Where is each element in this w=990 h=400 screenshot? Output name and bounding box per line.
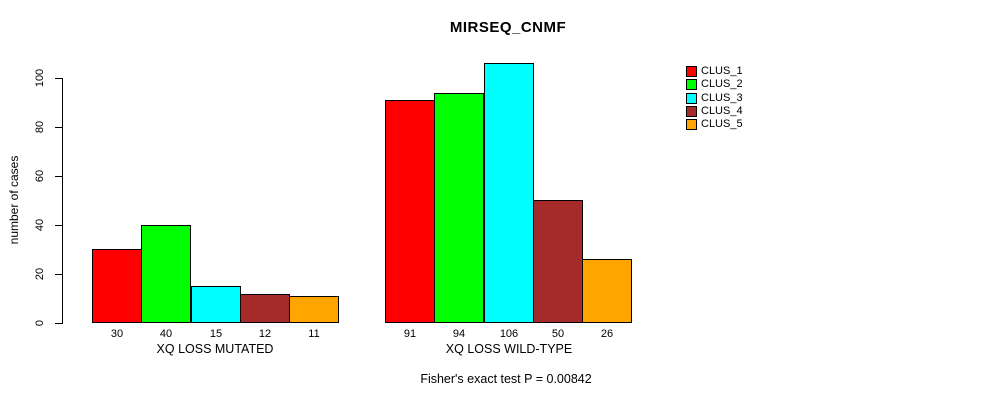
bar-clus_3-group1 <box>191 286 241 323</box>
y-axis-line <box>62 78 63 324</box>
legend-label-clus_4: CLUS_4 <box>701 105 743 117</box>
bar-value-label: 50 <box>551 328 565 340</box>
legend-label-clus_2: CLUS_2 <box>701 78 743 90</box>
legend-swatch-clus_2 <box>686 79 697 90</box>
bar-clus_4-group1 <box>240 294 290 323</box>
y-axis-tick <box>55 225 62 226</box>
y-axis-title: number of cases <box>7 155 21 245</box>
bar-clus_3-group2 <box>484 63 534 323</box>
x-group-label-wildtype: XQ LOSS WILD-TYPE <box>445 342 573 356</box>
x-group-label-mutated: XQ LOSS MUTATED <box>156 342 274 356</box>
bar-value-label: 12 <box>258 328 272 340</box>
bar-clus_1-group2 <box>385 100 435 323</box>
bar-value-label: 30 <box>110 328 124 340</box>
y-axis-tick <box>55 127 62 128</box>
legend-label-clus_1: CLUS_1 <box>701 65 743 77</box>
y-axis-tick-label: 0 <box>34 319 46 327</box>
bar-value-label: 11 <box>308 328 320 340</box>
fisher-test-annotation: Fisher's exact test P = 0.00842 <box>420 372 592 386</box>
y-axis-tick-label: 40 <box>34 218 46 232</box>
y-axis-tick-label: 20 <box>34 267 46 281</box>
bar-clus_5-group2 <box>582 259 632 323</box>
y-axis-tick <box>55 323 62 324</box>
bar-clus_5-group1 <box>289 296 339 323</box>
legend-swatch-clus_3 <box>686 93 697 104</box>
bar-clus_4-group2 <box>533 200 583 323</box>
y-axis-tick-label: 60 <box>34 169 46 183</box>
bar-value-label: 26 <box>600 328 614 340</box>
legend-label-clus_3: CLUS_3 <box>701 92 743 104</box>
bar-value-label: 106 <box>499 328 519 340</box>
bar-clus_2-group1 <box>141 225 191 323</box>
chart-title: MIRSEQ_CNMF <box>449 19 567 36</box>
y-axis-tick <box>55 274 62 275</box>
y-axis-tick <box>55 176 62 177</box>
legend-swatch-clus_5 <box>686 119 697 130</box>
y-axis-tick-label: 80 <box>34 120 46 134</box>
bar-value-label: 91 <box>403 328 417 340</box>
bar-clus_2-group2 <box>434 93 484 323</box>
legend-swatch-clus_1 <box>686 66 697 77</box>
bar-value-label: 94 <box>452 328 466 340</box>
y-axis-tick <box>55 78 62 79</box>
y-axis-tick-label: 100 <box>34 68 46 88</box>
bar-value-label: 15 <box>209 328 223 340</box>
legend-label-clus_5: CLUS_5 <box>701 118 743 130</box>
bar-clus_1-group1 <box>92 249 142 323</box>
legend-swatch-clus_4 <box>686 106 697 117</box>
bar-value-label: 40 <box>159 328 173 340</box>
